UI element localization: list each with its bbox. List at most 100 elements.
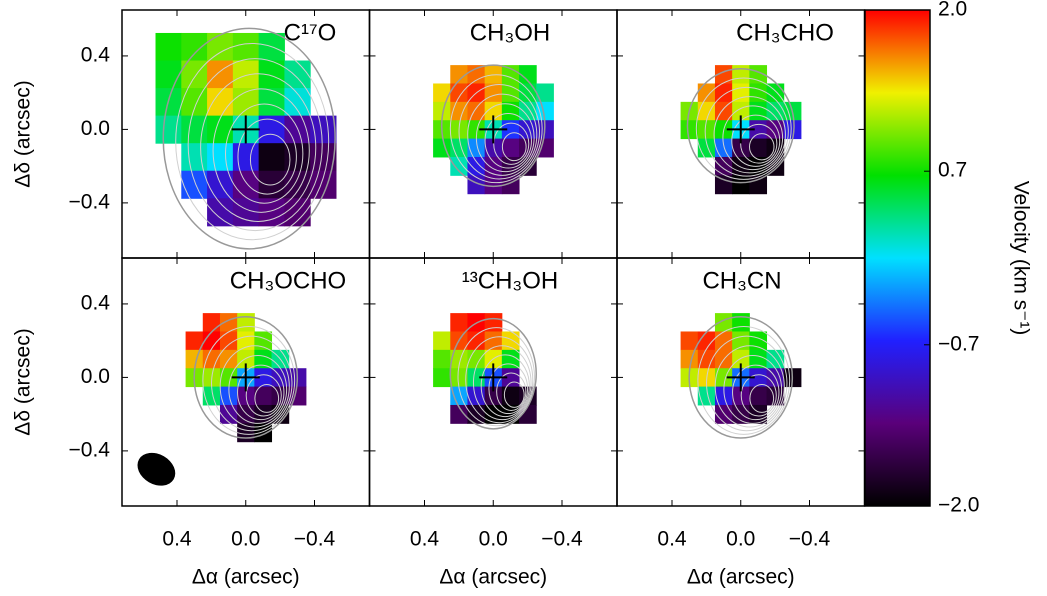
x-tick-label: −0.4 bbox=[789, 528, 831, 551]
pixel bbox=[181, 32, 208, 62]
pixel bbox=[185, 331, 204, 351]
contour bbox=[458, 83, 540, 180]
pixel bbox=[680, 331, 699, 351]
pixel bbox=[284, 88, 311, 117]
pixel bbox=[697, 349, 716, 369]
pixel bbox=[232, 170, 260, 199]
pixel bbox=[254, 423, 273, 443]
panel bbox=[433, 64, 554, 195]
pixel bbox=[433, 368, 451, 388]
pixel bbox=[284, 170, 311, 199]
pixel bbox=[714, 386, 733, 406]
pixel bbox=[202, 349, 221, 369]
pixel bbox=[232, 143, 260, 172]
contour bbox=[706, 335, 788, 432]
x-tick-label: 0.4 bbox=[410, 528, 440, 551]
x-tick-label: 0.0 bbox=[726, 528, 755, 551]
pixel bbox=[749, 101, 768, 121]
contour bbox=[740, 123, 778, 164]
pixel bbox=[732, 65, 750, 84]
pixel bbox=[766, 83, 785, 103]
contour bbox=[484, 112, 532, 169]
contour bbox=[162, 27, 336, 250]
pixel bbox=[732, 156, 750, 176]
pixel bbox=[258, 88, 285, 117]
x-tick-label: 0.4 bbox=[657, 528, 687, 551]
pixel bbox=[749, 368, 768, 388]
pixel bbox=[501, 101, 520, 121]
pixel bbox=[450, 404, 468, 424]
pixel bbox=[254, 368, 273, 388]
contour bbox=[503, 381, 525, 408]
panel-title: CH₃CHO bbox=[736, 19, 834, 46]
pixel bbox=[433, 331, 451, 351]
pixel bbox=[237, 349, 255, 369]
contour bbox=[175, 42, 330, 241]
pixel bbox=[501, 386, 520, 406]
pixel bbox=[284, 143, 311, 172]
pixel bbox=[501, 120, 520, 140]
contour bbox=[686, 68, 795, 184]
contour bbox=[688, 316, 794, 439]
contour bbox=[732, 364, 780, 421]
colorbar-tick-label: −2.0 bbox=[938, 494, 979, 517]
panel bbox=[433, 313, 537, 430]
pixel bbox=[484, 83, 503, 103]
pixel bbox=[433, 101, 451, 121]
contour bbox=[496, 372, 527, 411]
pixel bbox=[433, 349, 451, 369]
contour bbox=[731, 114, 781, 167]
pixel bbox=[450, 65, 468, 84]
panel-title: ¹³CH₃OH bbox=[462, 267, 558, 294]
pixel bbox=[232, 88, 260, 117]
panel-title: C¹⁷O bbox=[284, 19, 337, 46]
pixel bbox=[237, 404, 255, 424]
pixel bbox=[714, 175, 733, 195]
contour bbox=[237, 364, 285, 421]
pixel bbox=[680, 120, 699, 140]
pixel bbox=[467, 386, 486, 406]
contour bbox=[193, 316, 299, 439]
pixel bbox=[155, 32, 182, 62]
pixel bbox=[207, 115, 234, 144]
contour bbox=[480, 354, 530, 418]
contour bbox=[714, 345, 785, 428]
pixel bbox=[467, 156, 486, 176]
pixel bbox=[450, 83, 468, 103]
contour bbox=[465, 336, 534, 424]
contour bbox=[245, 374, 282, 417]
pixel bbox=[749, 349, 768, 369]
pixel bbox=[450, 313, 468, 332]
pixel bbox=[232, 32, 260, 62]
contour bbox=[254, 383, 280, 413]
panel bbox=[185, 313, 307, 443]
contour bbox=[697, 325, 791, 435]
contour bbox=[449, 74, 543, 184]
pixel bbox=[697, 386, 716, 406]
pixel bbox=[450, 368, 468, 388]
pixel bbox=[467, 368, 486, 388]
pixel bbox=[680, 349, 699, 369]
contour bbox=[440, 64, 546, 188]
contour bbox=[228, 354, 288, 424]
contour bbox=[501, 132, 527, 162]
contour bbox=[723, 354, 783, 424]
pixel bbox=[155, 60, 182, 89]
contour bbox=[713, 96, 786, 174]
pixel bbox=[519, 138, 537, 158]
panel-title: CH₃CN bbox=[702, 267, 781, 294]
colorbar-label: Velocity (km s⁻¹) bbox=[1009, 181, 1032, 336]
x-tick-label: 0.0 bbox=[479, 528, 508, 551]
pixel bbox=[467, 120, 486, 140]
pixel bbox=[749, 175, 768, 195]
contour bbox=[200, 73, 317, 222]
x-tick-label: 0.4 bbox=[162, 528, 192, 551]
pixel bbox=[501, 138, 520, 158]
pixel bbox=[714, 404, 733, 424]
pixel bbox=[766, 101, 785, 121]
y-tick-label: −0.4 bbox=[69, 190, 111, 213]
contour bbox=[449, 317, 537, 430]
panel-title: CH₃OH bbox=[470, 19, 550, 46]
pixel bbox=[519, 65, 537, 84]
